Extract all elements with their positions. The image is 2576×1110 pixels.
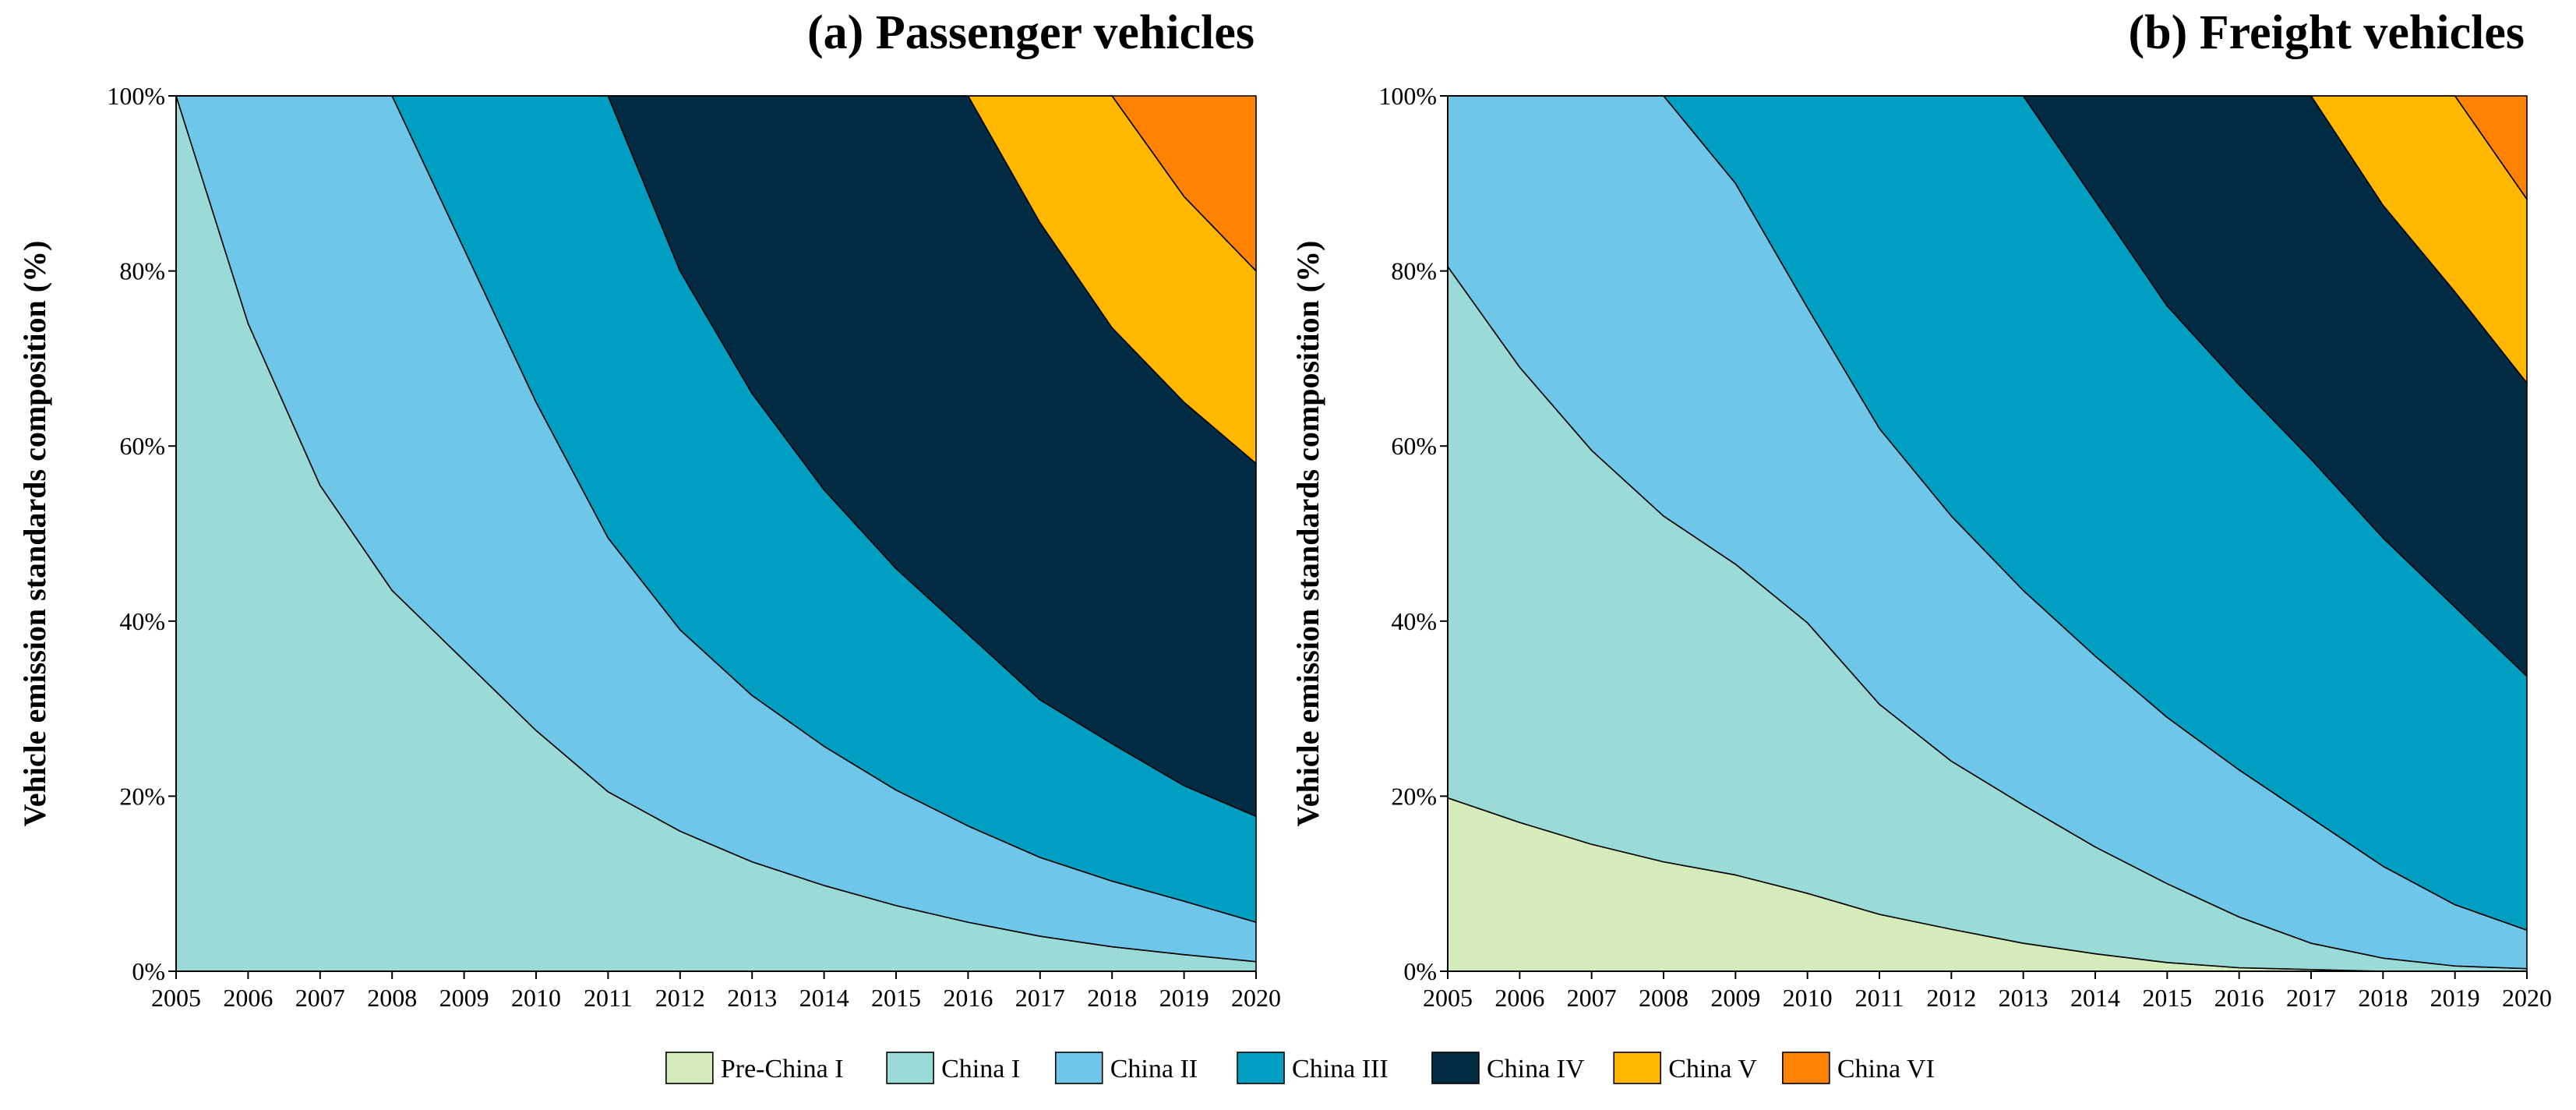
passenger-x-tick-label: 2008 (367, 984, 417, 1012)
passenger-x-tick-label: 2016 (943, 984, 993, 1012)
passenger-x-tick-label: 2009 (439, 984, 489, 1012)
freight-x-tick-label: 2017 (2286, 984, 2336, 1012)
freight-y-tick-label: 100% (1378, 82, 1437, 110)
passenger-x-tick-label: 2018 (1087, 984, 1137, 1012)
freight-x-tick-label: 2013 (1999, 984, 2048, 1012)
legend-item-pre-china-i: Pre-China I (665, 1052, 844, 1084)
legend-item-china-ii: China II (1054, 1052, 1198, 1084)
legend-label-china-iii: China III (1292, 1055, 1389, 1083)
passenger-x-tick-label: 2013 (727, 984, 777, 1012)
freight-x-tick-label: 2019 (2430, 984, 2480, 1012)
legend-swatch-china-iv (1431, 1052, 1480, 1084)
passenger-y-tick-label: 60% (119, 432, 165, 460)
legend-item-china-i: China I (886, 1052, 1020, 1084)
freight-x-tick-label: 2018 (2358, 984, 2408, 1012)
freight-x-tick-label: 2015 (2142, 984, 2192, 1012)
freight-x-tick-label: 2008 (1639, 984, 1689, 1012)
legend-label-china-ii: China II (1110, 1055, 1198, 1083)
freight-y-tick-label: 0% (1403, 957, 1437, 985)
freight-x-tick-label: 2006 (1494, 984, 1544, 1012)
legend-label-pre-china-i: Pre-China I (721, 1055, 844, 1083)
freight-y-tick-label: 40% (1391, 607, 1437, 635)
freight-y-tick-label: 60% (1391, 432, 1437, 460)
passenger-y-tick-label: 0% (132, 957, 165, 985)
freight-x-tick-label: 2014 (2070, 984, 2120, 1012)
legend-swatch-china-vi (1782, 1052, 1830, 1084)
legend-swatch-china-i (886, 1052, 934, 1084)
freight-x-tick-label: 2007 (1567, 984, 1617, 1012)
passenger-y-tick-label: 40% (119, 607, 165, 635)
passenger-chart-title: (a) Passenger vehicles (807, 6, 1254, 59)
passenger-y-tick-label: 100% (107, 82, 165, 110)
legend-swatch-china-v (1613, 1052, 1662, 1084)
legend-label-china-vi: China VI (1837, 1055, 1935, 1083)
legend-item-china-iii: China III (1237, 1052, 1389, 1084)
passenger-x-tick-label: 2015 (871, 984, 921, 1012)
legend-item-china-vi: China VI (1782, 1052, 1935, 1084)
passenger-x-tick-label: 2012 (655, 984, 705, 1012)
freight-x-tick-label: 2012 (1926, 984, 1976, 1012)
passenger-y-tick-label: 20% (119, 782, 165, 810)
passenger-y-tick-label: 80% (119, 257, 165, 285)
legend-item-china-v: China V (1613, 1052, 1757, 1084)
passenger-x-tick-label: 2010 (511, 984, 561, 1012)
passenger-x-tick-label: 2014 (799, 984, 849, 1012)
freight-chart-title: (b) Freight vehicles (2128, 6, 2525, 59)
freight-y-tick-label: 80% (1391, 257, 1437, 285)
freight-y-tick-label: 20% (1391, 782, 1437, 810)
legend-swatch-pre-china-i (665, 1052, 714, 1084)
legend-item-china-iv: China IV (1431, 1052, 1585, 1084)
freight-x-tick-label: 2005 (1423, 984, 1473, 1012)
legend-label-china-v: China V (1668, 1055, 1757, 1083)
passenger-x-tick-label: 2011 (584, 984, 633, 1012)
passenger-x-tick-label: 2017 (1015, 984, 1065, 1012)
passenger-x-tick-label: 2020 (1231, 984, 1281, 1012)
freight-x-tick-label: 2011 (1855, 984, 1904, 1012)
legend-swatch-china-ii (1054, 1052, 1103, 1084)
freight-x-tick-label: 2016 (2214, 984, 2264, 1012)
panel-passenger-vehicles: 0% 20% 40% 60% 80% 100% 2005 2006 2007 2008 2009 20… (17, 6, 1281, 1012)
passenger-x-tick-label: 2019 (1159, 984, 1209, 1012)
legend-swatch-china-iii (1237, 1052, 1285, 1084)
freight-y-axis-label: Vehicle emission standards composition (… (1290, 241, 1325, 827)
legend-label-china-i: China I (941, 1055, 1020, 1083)
passenger-x-tick-label: 2006 (223, 984, 273, 1012)
passenger-area-china-vi (175, 95, 1257, 272)
passenger-x-tick-label: 2005 (151, 984, 201, 1012)
legend: Pre-China I China I China II China III China… (665, 1052, 1935, 1084)
freight-area-china-vi (1447, 95, 2528, 200)
passenger-x-tick-label: 2007 (295, 984, 345, 1012)
panel-freight-vehicles: 0% 20% 40% 60% 80% 100% 2005 2006 2007 2008 2009 20… (1290, 6, 2552, 1012)
freight-x-tick-label: 2010 (1783, 984, 1833, 1012)
freight-x-tick-label: 2020 (2502, 984, 2552, 1012)
legend-label-china-iv: China IV (1487, 1055, 1585, 1083)
freight-x-tick-label: 2009 (1710, 984, 1760, 1012)
passenger-y-axis-label: Vehicle emission standards composition (… (17, 241, 52, 827)
